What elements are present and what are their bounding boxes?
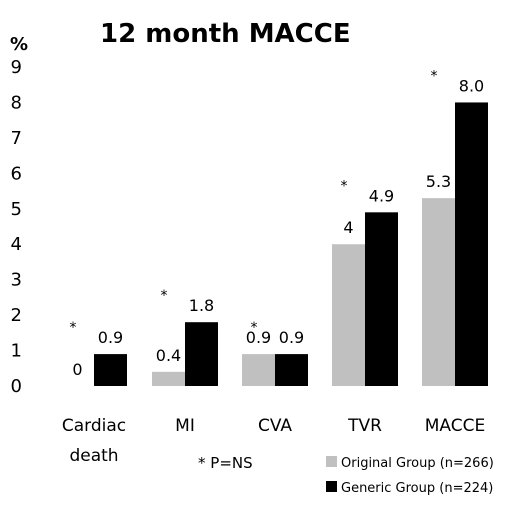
legend-swatch	[326, 456, 337, 467]
data-label: 0.9	[98, 328, 123, 347]
x-axis-categories: Cardiac death MI CVA TVR MACCE	[62, 416, 485, 466]
bar-generic	[365, 212, 398, 386]
data-label: 5.3	[426, 172, 451, 191]
y-tick-label: 5	[11, 199, 22, 220]
bar-generic	[275, 354, 308, 386]
bars	[94, 102, 488, 386]
bar-generic	[455, 102, 488, 386]
data-label: 0.9	[246, 328, 271, 347]
data-label: 0.4	[156, 346, 181, 365]
bar-original	[242, 354, 275, 386]
y-tick-label: 6	[11, 163, 22, 184]
y-tick-label: 2	[11, 305, 22, 326]
legend-label: Generic Group (n=224)	[341, 481, 493, 496]
category-label: CVA	[258, 416, 292, 436]
data-label: 1.8	[189, 296, 214, 315]
significance-marker: *	[251, 320, 258, 336]
category-label: TVR	[347, 416, 382, 436]
significance-markers: * * * * *	[70, 68, 438, 336]
bar-original	[152, 371, 185, 386]
significance-marker: *	[161, 288, 168, 304]
data-label: 4	[343, 218, 353, 237]
significance-marker: *	[341, 178, 348, 194]
data-label: 0.9	[279, 328, 304, 347]
bar-original	[332, 244, 365, 386]
category-label: death	[69, 446, 118, 466]
data-label: 0	[72, 360, 82, 379]
y-tick-label: 3	[11, 270, 22, 291]
category-label: MI	[175, 416, 195, 436]
y-tick-label: 7	[11, 128, 22, 149]
data-label: 8.0	[459, 76, 484, 95]
legend-swatch	[326, 481, 337, 492]
category-label: Cardiac	[62, 416, 126, 436]
significance-marker: *	[431, 68, 438, 84]
legend-label: Original Group (n=266)	[341, 456, 494, 471]
y-tick-label: 9	[11, 57, 22, 78]
bar-original	[422, 198, 455, 386]
y-axis-unit-label: %	[10, 34, 28, 55]
data-label: 4.9	[369, 186, 394, 205]
data-labels: 0 0.4 0.9 4 5.3 0.9 1.8 0.9 4.9 8.0	[72, 76, 484, 379]
y-tick-label: 0	[11, 376, 22, 397]
y-tick-label: 1	[11, 341, 22, 362]
y-axis-ticks: 0 1 2 3 4 5 6 7 8 9	[11, 57, 22, 397]
chart-title: 12 month MACCE	[100, 19, 351, 49]
significance-marker: *	[70, 320, 77, 336]
y-tick-label: 4	[11, 234, 22, 255]
y-tick-label: 8	[11, 92, 22, 113]
legend: Original Group (n=266) Generic Group (n=2…	[326, 456, 494, 496]
footnote: * P=NS	[198, 454, 253, 472]
bar-generic	[94, 354, 127, 386]
bar-generic	[185, 322, 218, 386]
category-label: MACCE	[425, 416, 485, 436]
